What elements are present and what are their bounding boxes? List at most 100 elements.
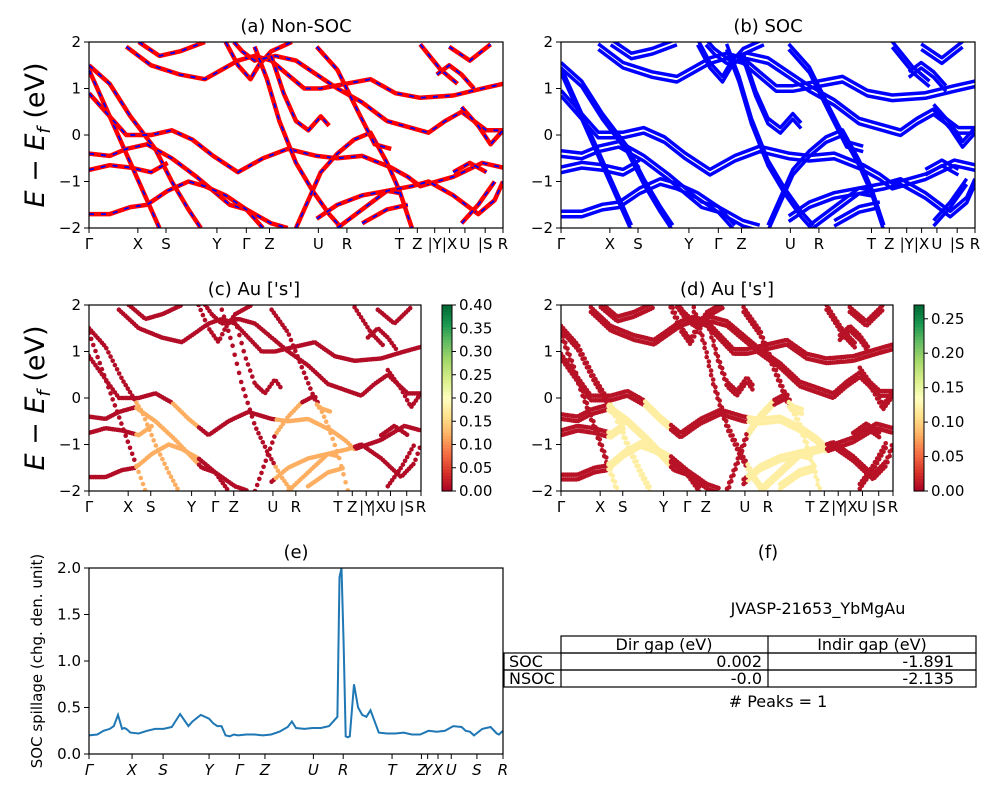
panel-d-colorbar-cell (914, 475, 924, 480)
panel-d-point (716, 485, 721, 491)
panel-d-point (750, 382, 755, 388)
panel-d-point (795, 417, 801, 422)
panel-d-point (729, 474, 734, 479)
panel-d-point (876, 452, 882, 458)
panel-c-point (352, 305, 357, 310)
panel-d-point (691, 305, 697, 310)
panel-c-ytick-label: 0 (71, 389, 81, 407)
panel-d-point (612, 479, 618, 485)
panel-c-colorbar-cell (442, 444, 452, 449)
panel-d-point (865, 344, 871, 349)
panel-d-colorbar-cell (914, 351, 924, 356)
panel-d-colorbar-cell (914, 444, 924, 449)
panel-d-point (586, 364, 592, 370)
panel-a-band-dash-13 (316, 46, 392, 150)
panel-c-point (332, 442, 338, 448)
panel-c-xtick-label: U (267, 498, 278, 516)
panel-a-band-18 (435, 63, 476, 90)
panel-a-band-19 (447, 42, 492, 63)
panel-d-colorbar-cell (914, 435, 924, 439)
panel-b-xtick-label: Y (683, 235, 694, 253)
panel-b-band-21-0 (924, 158, 960, 171)
panel-d-point (580, 352, 585, 357)
panel-d-point (743, 458, 748, 464)
panel-c-point (241, 348, 246, 354)
panel-b-band-13-0 (787, 42, 864, 148)
panel-d-colorbar-cell (914, 370, 924, 374)
panel-d-colorbar-cell (914, 484, 924, 489)
panel-c-point (238, 379, 244, 385)
panel-d-colorbar-cell (914, 478, 924, 483)
panel-c-point (284, 328, 290, 334)
panel-a-band-dash-0 (89, 64, 202, 228)
panel-c-colorbar-cell (442, 367, 452, 371)
panel-a-band-21 (452, 160, 488, 175)
panel-c-point (356, 311, 362, 317)
panel-d-point (696, 484, 702, 490)
panel-d-colorbar-cell (914, 456, 924, 461)
gap-table: Dir gap (eV) Indir gap (eV) SOC 0.002 -1… (503, 635, 977, 688)
panel-d-point (582, 356, 587, 361)
panel-c-colorbar-cell (442, 373, 452, 377)
panel-c-point (112, 362, 118, 368)
panel-d-point (889, 443, 893, 448)
panel-c-point (272, 434, 277, 439)
panel-a-band-dash-10 (253, 46, 343, 228)
panel-c-point (136, 469, 141, 475)
panel-b-band-6-0 (597, 42, 975, 97)
panel-d-xtick-label: X (595, 498, 605, 516)
panel-b-band-9-0 (706, 42, 975, 132)
panel-e-ytick-label: 0.5 (57, 699, 81, 717)
panel-c-title: (c) Au ['s'] (208, 279, 300, 300)
panel-c-point (116, 371, 122, 376)
panel-d-colorbar-cell (914, 432, 924, 436)
panel-c-point (219, 307, 225, 313)
panel-d-point (745, 462, 750, 467)
panel-c-point (108, 354, 113, 359)
panel-d-point (726, 424, 731, 429)
panel-c-point (326, 424, 331, 430)
panel-c-point (142, 487, 148, 491)
panel-d-colorbar-cell (914, 466, 924, 470)
panel-c-point (303, 375, 309, 381)
panel-d-point (700, 337, 705, 343)
panel-d-point (565, 346, 570, 352)
panel-d-point (741, 454, 746, 460)
panel-d-colorbar-cell (914, 469, 924, 473)
panel-c-colorbar-cell (442, 401, 452, 405)
panel-d-colorbar-cell (914, 450, 924, 455)
panel-c-point (236, 370, 242, 376)
panel-b-title: (b) SOC (733, 16, 802, 37)
panel-c-point (265, 452, 271, 458)
panel-c-point (116, 415, 122, 420)
panel-d-point (758, 491, 763, 496)
panel-b-band-1-1 (561, 71, 633, 228)
panel-c-colorbar-cell (442, 391, 452, 396)
panel-d-colorbar-cell (914, 308, 924, 312)
panel-c-colorbar-cell (442, 354, 452, 359)
panel-d-colorbar-tick-label: 0.20 (931, 344, 964, 362)
panel-c-point (341, 472, 346, 477)
panel-c-point (328, 430, 333, 436)
panel-b-band-10-0 (724, 43, 815, 227)
panel-c-colorbar-tick-label: 0.15 (459, 412, 492, 430)
panel-d-point (830, 312, 836, 318)
panel-b-band-12-1 (767, 133, 885, 228)
panel-c-xtick-label: U (385, 498, 396, 516)
panel-d-point (719, 405, 725, 410)
panel-a-xtick-label: U (313, 235, 324, 253)
panel-d-point (739, 444, 745, 449)
panel-c-colorbar-tick-label: 0.05 (459, 459, 492, 477)
panel-c-point (178, 305, 183, 308)
panel-c-point (223, 321, 229, 327)
panel-c-point (114, 367, 120, 372)
panel-c-point (360, 318, 366, 323)
panel-d-point (876, 434, 882, 440)
panel-a-band-dash-18 (436, 64, 475, 90)
panel-b-band-19-1 (920, 45, 964, 66)
panel-c-point (288, 337, 294, 343)
panel-d-colorbar-tick-label: 0.25 (931, 310, 964, 328)
panel-d-point (610, 473, 616, 479)
panel-b-band-20-0 (932, 103, 975, 144)
panel-a-xtick-label: Y (211, 235, 222, 253)
